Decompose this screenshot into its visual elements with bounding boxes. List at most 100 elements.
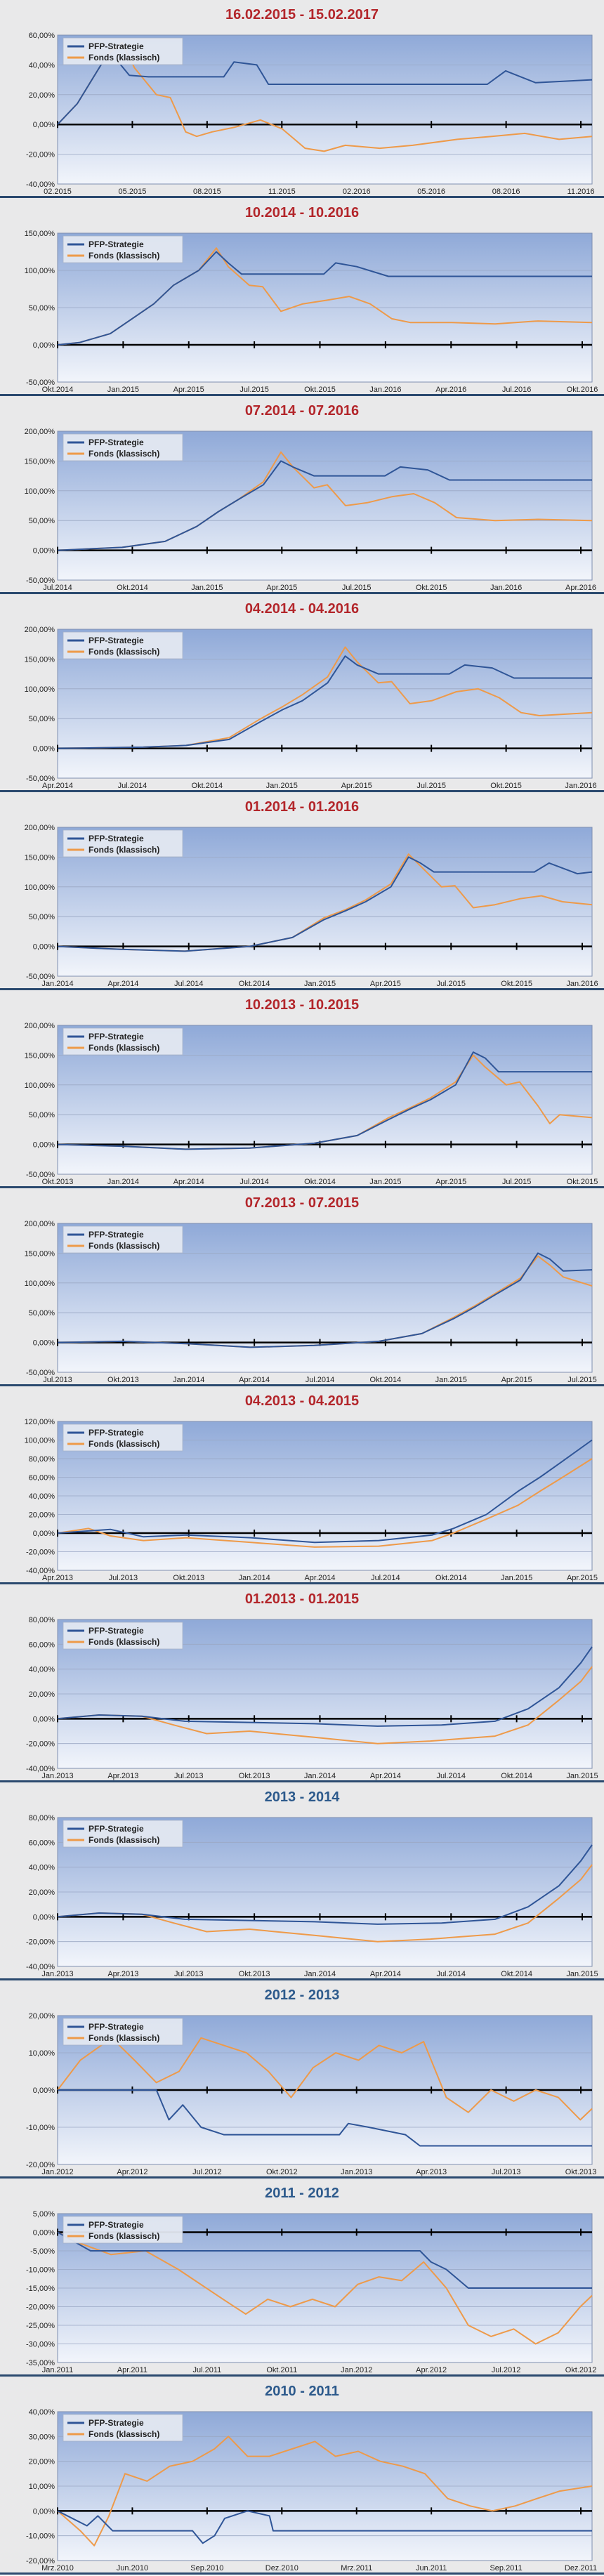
x-tick-label: 11.2015 [268, 188, 296, 196]
legend-box [63, 631, 183, 659]
legend-label: PFP-Strategie [88, 438, 144, 447]
y-tick-label: 10,00% [29, 2483, 55, 2491]
y-tick-label: 5,00% [33, 2210, 55, 2219]
x-tick-label: Jul.2016 [502, 386, 532, 394]
legend-label: Fonds (klassisch) [88, 53, 159, 63]
y-tick-label: -40,00% [26, 1765, 55, 1773]
y-tick-label: 150,00% [25, 1249, 55, 1258]
y-tick-label: 200,00% [25, 824, 55, 832]
y-tick-label: -20,00% [26, 1549, 55, 1557]
x-tick-label: Jul.2015 [416, 782, 446, 790]
chart-title: 2010 - 2011 [265, 2384, 339, 2399]
x-tick-label: Jul.2015 [567, 1376, 597, 1384]
y-tick-label: -20,00% [26, 151, 55, 159]
x-tick-label: Okt.2014 [304, 1178, 336, 1186]
x-tick-label: 05.2015 [119, 188, 147, 196]
y-tick-label: 0,00% [33, 547, 55, 556]
y-tick-label: 100,00% [25, 487, 55, 496]
chart-title: 2011 - 2012 [265, 2186, 339, 2201]
x-tick-label: Jan.2015 [369, 1178, 401, 1186]
x-tick-label: Okt.2014 [501, 1772, 532, 1780]
x-tick-label: Jul.2013 [174, 1772, 204, 1780]
y-tick-label: 200,00% [25, 1220, 55, 1228]
line-chart: 60,00%40,00%20,00%0,00%-20,00%-40,00%02.… [26, 32, 594, 196]
x-tick-label: Apr.2014 [42, 782, 73, 790]
y-tick-label: 20,00% [29, 91, 55, 100]
series-line [57, 460, 592, 551]
y-tick-label: 50,00% [29, 517, 55, 525]
x-tick-label: Jul.2015 [436, 980, 466, 988]
y-tick-label: -20,00% [26, 2557, 55, 2565]
series-line [57, 1458, 593, 1548]
x-tick-label: Okt.2013 [107, 1376, 139, 1384]
y-tick-label: 40,00% [29, 1666, 55, 1674]
y-tick-label: 200,00% [25, 626, 55, 634]
y-tick-label: -20,00% [26, 2304, 55, 2312]
x-tick-label: Jan.2016 [369, 386, 401, 394]
x-tick-label: 02.2016 [343, 188, 371, 196]
y-tick-label: 120,00% [25, 1418, 55, 1426]
line-chart: 200,00%150,00%100,00%50,00%0,00%-50,00%J… [25, 824, 598, 988]
x-tick-label: Jan.2014 [173, 1376, 204, 1384]
y-tick-label: -30,00% [26, 2341, 55, 2349]
chart-title: 10.2013 - 10.2015 [244, 997, 360, 1013]
y-tick-label: -25,00% [26, 2322, 55, 2330]
legend-label: PFP-Strategie [88, 1230, 144, 1240]
y-tick-label: 0,00% [33, 943, 55, 952]
x-tick-label: Jan.2016 [490, 584, 522, 592]
legend-label: PFP-Strategie [88, 2220, 144, 2230]
chart-panel: 01.2013 - 01.2015 80,00% 60,00% 40,00% 20,00… [0, 1584, 604, 1782]
chart-panel: 2012 - 2013 20,00% 10,00% 0,00% -10,00% -20,0… [0, 1980, 604, 2179]
x-tick-label: Jul.2015 [342, 584, 372, 592]
y-tick-label: 0,00% [33, 1141, 55, 1150]
series-line [57, 53, 593, 125]
chart-panel: 07.2014 - 07.2016 200,00% 150,00% 100,00% 50… [0, 396, 604, 594]
chart-panel: 04.2014 - 04.2016 200,00% 150,00% 100,00% 50… [0, 594, 604, 792]
x-tick-label: Apr.2011 [117, 2366, 147, 2374]
x-tick-label: Okt.2015 [501, 980, 532, 988]
legend-box [63, 433, 183, 461]
y-tick-label: -50,00% [26, 577, 55, 585]
legend-label: PFP-Strategie [88, 834, 144, 843]
x-tick-label: Okt.2015 [416, 584, 447, 592]
x-tick-label: Jan.2014 [238, 1574, 270, 1582]
y-tick-label: 0,00% [33, 121, 55, 129]
chart-panel: 2011 - 2012 5,00% 0,00% -5,00% -10,00% -15,00… [0, 2179, 604, 2377]
series-line [57, 1844, 593, 1925]
series-line [57, 2037, 593, 2121]
y-tick-label: 100,00% [25, 267, 55, 275]
x-tick-label: Jul.2014 [174, 980, 204, 988]
legend-box [63, 829, 183, 857]
y-tick-label: 0,00% [33, 341, 55, 350]
x-tick-label: Jan.2016 [565, 782, 596, 790]
y-tick-label: 50,00% [29, 913, 55, 921]
series-line [57, 1051, 592, 1150]
x-tick-label: Jan.2014 [304, 1772, 336, 1780]
x-tick-label: Jan.2014 [41, 980, 73, 988]
chart-title: 07.2013 - 07.2015 [244, 1195, 360, 1211]
y-tick-label: 150,00% [25, 457, 55, 466]
x-tick-label: Jul.2015 [239, 386, 269, 394]
x-tick-label: 08.2016 [492, 188, 520, 196]
series-line [57, 655, 592, 749]
chart-title: 01.2013 - 01.2015 [244, 1591, 360, 1607]
x-tick-label: Jun.2011 [416, 2564, 447, 2572]
legend-label: Fonds (klassisch) [88, 1439, 159, 1449]
x-tick-label: Jul.2014 [436, 1772, 466, 1780]
x-tick-label: Jul.2012 [192, 2168, 222, 2176]
series-line [57, 1864, 593, 1943]
x-tick-label: Okt.2011 [266, 2366, 297, 2374]
x-tick-label: Jan.2015 [435, 1376, 467, 1384]
x-tick-label: Apr.2013 [107, 1970, 138, 1978]
series-line [57, 2231, 593, 2345]
chart-panel: 01.2014 - 01.2016 200,00% 150,00% 100,00% 50… [0, 792, 604, 990]
y-tick-label: -10,00% [26, 2266, 55, 2275]
y-tick-label: 80,00% [29, 1616, 55, 1624]
y-tick-label: 150,00% [25, 230, 55, 238]
y-tick-label: 200,00% [25, 428, 55, 436]
y-tick-label: 150,00% [25, 853, 55, 862]
x-tick-label: Mrz.2010 [41, 2564, 74, 2572]
x-tick-label: Apr.2016 [435, 386, 466, 394]
y-tick-label: 60,00% [29, 1641, 55, 1649]
x-tick-label: Jun.2010 [117, 2564, 148, 2572]
